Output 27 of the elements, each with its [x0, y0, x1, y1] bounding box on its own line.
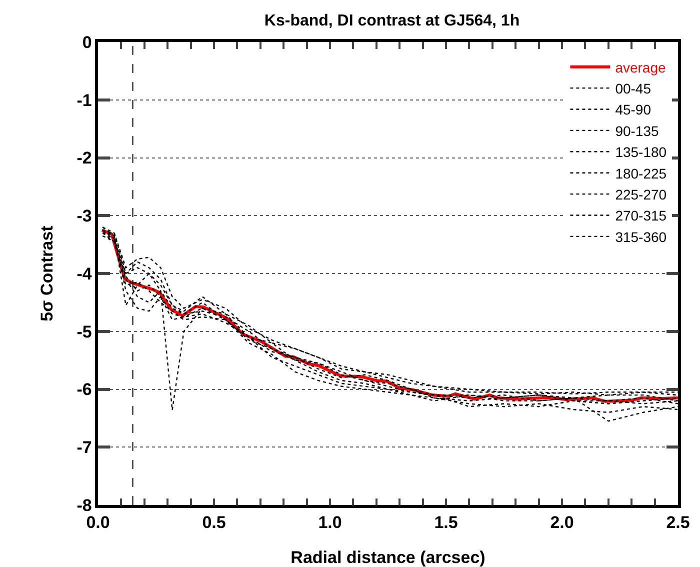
y-tick-label: 0: [82, 32, 92, 52]
legend-label: 90-135: [615, 122, 660, 139]
x-tick-label: 2.5: [666, 513, 690, 532]
x-tick-label: 0.5: [202, 513, 226, 532]
legend-label: 315-360: [615, 228, 667, 245]
y-tick-label: -5: [76, 322, 92, 342]
y-tick-label: -1: [76, 90, 92, 110]
y-axis-title: 5σ Contrast: [38, 225, 56, 322]
legend-label: 225-270: [615, 186, 667, 203]
y-tick-label: -6: [76, 380, 92, 400]
y-tick-label: -2: [76, 148, 92, 168]
legend-label: 270-315: [615, 208, 667, 224]
legend-label: 00-45: [615, 80, 652, 97]
legend-label: 180-225: [615, 165, 667, 182]
y-tick-label: -4: [76, 264, 92, 284]
y-tick-label: -3: [76, 206, 92, 226]
chart-title: Ks-band, DI contrast at GJ564, 1h: [264, 12, 520, 30]
x-tick-label: 1.0: [318, 513, 342, 532]
y-tick-label: -8: [76, 496, 92, 515]
legend-label: 135-180: [615, 144, 667, 160]
legend-label: 45-90: [615, 102, 652, 118]
x-tick-label: 0.0: [86, 513, 110, 532]
y-tick-label: -7: [76, 438, 92, 458]
x-tick-label: 1.5: [434, 513, 458, 532]
x-axis-title: Radial distance (arcsec): [290, 548, 486, 567]
x-tick-label: 2.0: [550, 513, 574, 532]
legend-label: average: [615, 59, 666, 76]
